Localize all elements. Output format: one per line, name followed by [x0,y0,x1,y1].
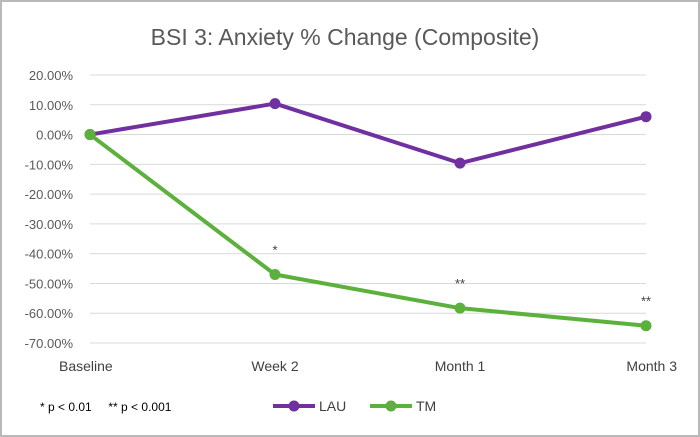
x-tick-label: Month 3 [626,358,677,374]
data-point-tm [269,269,281,281]
legend: LAU TM [273,398,436,414]
legend-label-lau: LAU [319,398,346,414]
y-tick-label: -20.00% [25,187,74,202]
legend-marker-lau [288,400,300,412]
x-tick-label: Month 1 [435,358,486,374]
significance-marker: * [272,243,277,258]
data-point-tm [640,320,652,332]
gridlines [90,74,646,344]
y-tick-label: -10.00% [25,157,74,172]
series-line-lau [89,101,647,166]
series-lines [84,98,652,332]
x-tick-label: Baseline [59,358,113,374]
y-tick-label: -40.00% [25,247,74,262]
significance-marker: ** [455,276,465,291]
data-point-lau [454,157,466,169]
data-point-tm [84,129,96,141]
legend-label-tm: TM [416,398,436,414]
x-axis-ticks: Baseline Week 2 Month 1 Month 3 [59,358,677,374]
y-tick-label: 0.00% [36,128,73,143]
significance-footnote: * p < 0.01 ** p < 0.001 [40,400,172,414]
y-tick-label: -50.00% [25,276,74,291]
data-point-tm [454,302,466,314]
y-tick-label: 20.00% [29,68,74,83]
significance-markers: ***** [272,243,651,309]
y-tick-label: -60.00% [25,306,74,321]
data-point-lau [269,98,281,110]
y-axis-ticks: 20.00% 10.00% 0.00% -10.00% -20.00% -30.00% -4… [25,68,74,351]
y-tick-label: -70.00% [25,336,74,351]
data-point-lau [640,111,652,123]
chart-title: BSI 3: Anxiety % Change (Composite) [151,24,540,50]
legend-marker-tm [385,400,397,412]
y-tick-label: -30.00% [25,217,74,232]
significance-marker: ** [641,294,651,309]
series-line-tm [88,132,647,328]
x-tick-label: Week 2 [251,358,298,374]
y-tick-label: 10.00% [29,98,74,113]
